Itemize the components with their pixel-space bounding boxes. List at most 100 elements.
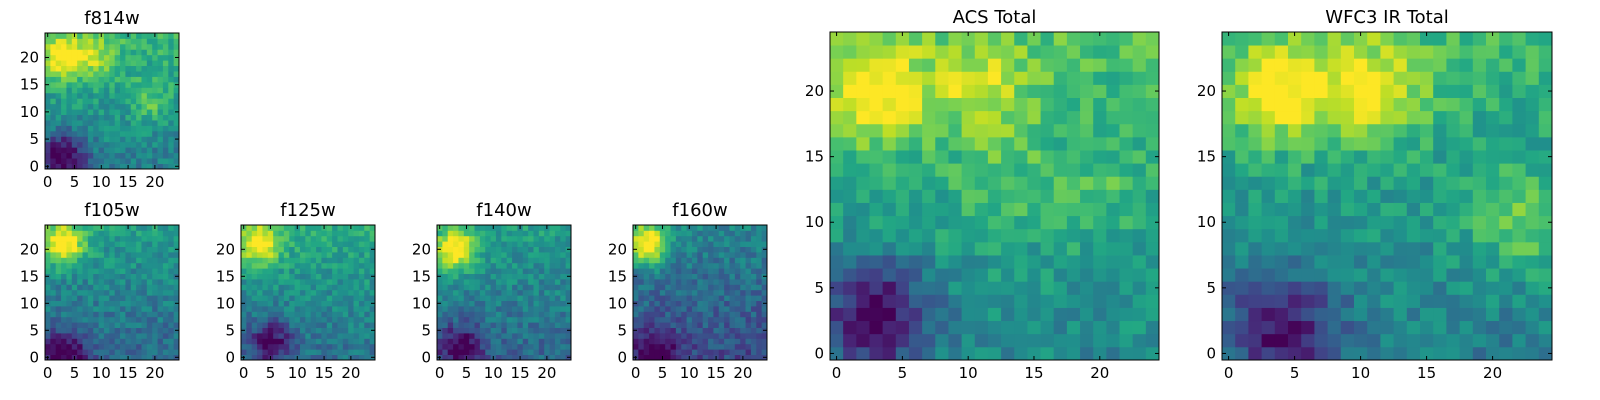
heatmap-cell — [146, 230, 153, 237]
heatmap-cell — [538, 333, 545, 339]
heatmap-cell — [675, 252, 682, 258]
heatmap-cell — [1119, 123, 1134, 138]
heatmap-cell — [1406, 32, 1421, 46]
heatmap-cell — [1314, 189, 1328, 203]
heatmap-cell — [756, 322, 763, 328]
heatmap-cell — [1014, 346, 1028, 361]
heatmap-cell — [1222, 268, 1236, 282]
heatmap-cell — [1093, 163, 1107, 177]
heatmap-cell — [267, 343, 274, 350]
heatmap-cell — [77, 92, 83, 99]
heatmap-cell — [856, 71, 870, 85]
heatmap-cell — [77, 289, 83, 296]
heatmap-cell — [1093, 268, 1107, 282]
heatmap-cell — [1327, 346, 1342, 361]
heatmap-cell — [533, 327, 540, 334]
heatmap-cell — [830, 97, 844, 112]
heatmap-cell — [638, 284, 645, 291]
heatmap-cell — [342, 284, 349, 291]
heatmap-cell — [830, 176, 844, 190]
heatmap-cell — [538, 246, 545, 253]
heatmap-cell — [321, 246, 328, 253]
heatmap-cell — [522, 225, 529, 231]
heatmap-cell — [125, 289, 132, 296]
heatmap-cell — [262, 262, 269, 269]
heatmap-cell — [114, 92, 121, 99]
heatmap-cell — [1340, 45, 1355, 59]
heatmap-cell — [294, 333, 301, 339]
heatmap-cell — [729, 273, 736, 280]
heatmap-cell — [479, 257, 486, 264]
heatmap-cell — [157, 103, 164, 110]
heatmap-cell — [1327, 333, 1342, 348]
heatmap-cell — [103, 109, 110, 115]
heatmap-cell — [136, 136, 142, 143]
heatmap-cell — [1288, 71, 1302, 85]
heatmap-cell — [109, 125, 116, 132]
y-tick-label: 10 — [608, 294, 627, 312]
heatmap-cell — [332, 262, 338, 269]
heatmap-cell — [120, 158, 126, 164]
heatmap-cell — [665, 284, 671, 291]
heatmap-cell — [1486, 281, 1500, 295]
heatmap-cell — [554, 246, 561, 253]
heatmap-cell — [1459, 176, 1474, 190]
heatmap-cell — [1459, 97, 1474, 112]
heatmap-cell — [45, 158, 51, 164]
heatmap-cell — [734, 257, 741, 264]
heatmap-cell — [506, 354, 513, 361]
heatmap-cell — [1340, 320, 1355, 335]
heatmap-cell — [71, 152, 78, 159]
heatmap-cell — [442, 279, 449, 285]
heatmap-cell — [869, 228, 884, 243]
heatmap-cell — [713, 246, 720, 253]
heatmap-cell — [283, 257, 290, 264]
heatmap-cell — [162, 316, 169, 323]
heatmap-cell — [1340, 333, 1355, 348]
heatmap-cell — [718, 306, 725, 312]
heatmap-cell — [453, 246, 459, 253]
heatmap-cell — [326, 262, 333, 269]
heatmap-cell — [353, 225, 360, 231]
heatmap-cell — [1446, 189, 1460, 203]
heatmap-cell — [1380, 228, 1394, 243]
heatmap-cell — [294, 284, 301, 291]
heatmap-cell — [1380, 307, 1394, 322]
heatmap-cell — [120, 273, 126, 280]
heatmap-cell — [659, 327, 666, 334]
heatmap-cell — [702, 246, 709, 253]
heatmap-cell — [654, 327, 661, 334]
heatmap-cell — [1327, 189, 1342, 203]
heatmap-cell — [50, 152, 57, 159]
heatmap-cell — [1327, 123, 1342, 138]
heatmap-cell — [321, 306, 328, 312]
heatmap-cell — [162, 141, 169, 148]
heatmap-cell — [103, 311, 110, 318]
heatmap-cell — [173, 349, 180, 355]
heatmap-cell — [326, 225, 333, 231]
heatmap-cell — [87, 246, 94, 253]
x-tick-label: 5 — [70, 173, 80, 191]
heatmap-cell — [146, 130, 153, 137]
heatmap-cell — [1314, 58, 1328, 72]
heatmap-cell — [528, 284, 534, 291]
heatmap-cell — [686, 246, 693, 253]
heatmap-cell — [1512, 320, 1526, 335]
heatmap-cell — [82, 300, 89, 307]
heatmap-cell — [1459, 294, 1474, 308]
heatmap-cell — [734, 284, 741, 291]
heatmap-cell — [708, 333, 714, 339]
heatmap-cell — [125, 71, 132, 77]
heatmap-cell — [364, 322, 371, 328]
heatmap-cell — [1512, 136, 1526, 151]
heatmap-cell — [670, 279, 677, 285]
heatmap-cell — [299, 306, 306, 312]
heatmap-cell — [474, 295, 481, 301]
heatmap-cell — [437, 241, 443, 247]
heatmap-cell — [283, 338, 290, 345]
heatmap-cell — [495, 311, 502, 318]
heatmap-cell — [1354, 150, 1368, 164]
heatmap-cell — [50, 343, 57, 350]
heatmap-cell — [267, 246, 274, 253]
